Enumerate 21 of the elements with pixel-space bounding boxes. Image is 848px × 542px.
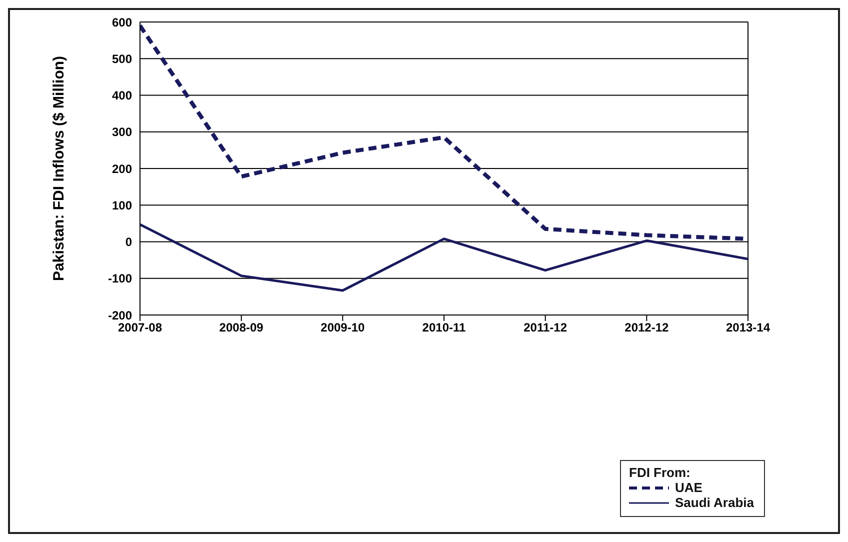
- x-tick-label: 2011-12: [524, 320, 568, 335]
- legend-label: UAE: [675, 480, 702, 495]
- x-tick-label: 2013-14: [726, 320, 770, 335]
- x-tick-label: 2008-09: [219, 320, 264, 335]
- x-tick-label: 2012-12: [624, 320, 670, 335]
- line-series: [140, 223, 748, 292]
- y-tick-label: 500: [112, 52, 132, 66]
- x-tick-label: 2010-11: [422, 320, 466, 335]
- y-tick-label: 200: [112, 162, 132, 176]
- y-tick-label: 400: [112, 88, 132, 103]
- legend-title: FDI From:: [629, 465, 692, 480]
- y-tick-label: -100: [108, 272, 132, 286]
- y-tick-label: 0: [125, 235, 132, 250]
- legend-label: Saudi Arabia: [675, 495, 754, 510]
- x-tick-label: 2007-08: [118, 320, 162, 335]
- y-tick-label: 100: [112, 198, 132, 212]
- y-tick-label: 600: [112, 15, 132, 30]
- x-tick-label: 2009-10: [320, 320, 366, 335]
- y-tick-label: -200: [108, 308, 132, 322]
- y-axis-title: Pakistan: FDI Inflows ($ Million): [50, 56, 68, 282]
- y-tick-label: 300: [112, 125, 132, 140]
